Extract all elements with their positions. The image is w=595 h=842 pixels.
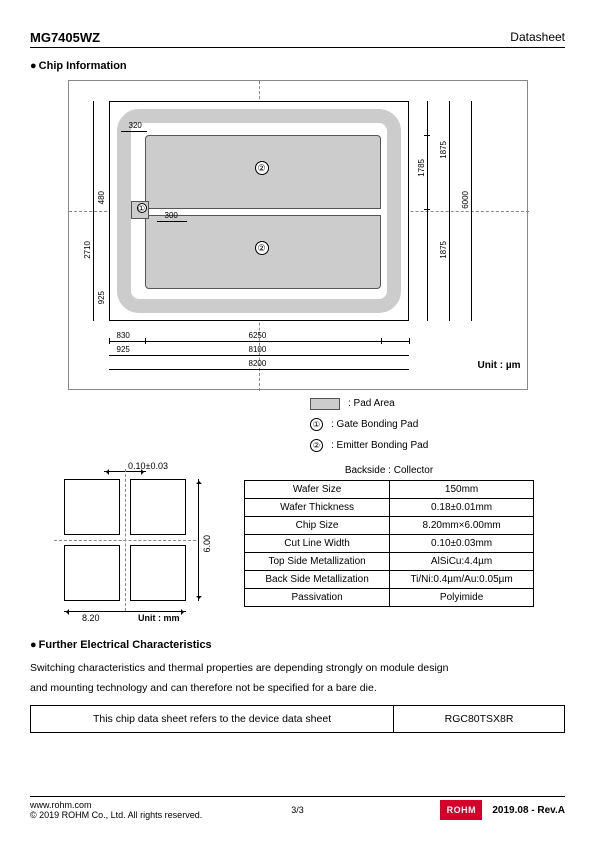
- table-row: Wafer Size150mm: [245, 481, 534, 499]
- dimline: [109, 341, 409, 342]
- legend: : Pad Area ① : Gate Bonding Pad ② : Emit…: [310, 394, 565, 455]
- spec-block: Backside : Collector Wafer Size150mmWafe…: [244, 465, 534, 607]
- table-cell: Top Side Metallization: [245, 553, 390, 571]
- dim-6000: 6000: [461, 191, 470, 209]
- unit-mm: Unit : mm: [138, 613, 180, 623]
- section-further: Further Electrical Characteristics: [30, 639, 565, 651]
- section-chip-info: Chip Information: [30, 60, 565, 72]
- die-sq: [130, 545, 186, 601]
- rohm-logo: ROHM: [440, 800, 482, 820]
- doc-type: Datasheet: [510, 30, 565, 45]
- ref-value: RGC80TSX8R: [394, 705, 565, 732]
- chip-drawing: ① ② ② 6250 830 8100 925 8200 320 300 178…: [68, 80, 528, 390]
- marker-2a: ②: [255, 161, 269, 175]
- dim-1875a: 1875: [439, 141, 448, 159]
- marker-1: ①: [137, 203, 147, 213]
- die-sq: [130, 479, 186, 535]
- circle-2-icon: ②: [310, 439, 323, 452]
- table-cell: Wafer Thickness: [245, 499, 390, 517]
- table-row: Back Side MetallizationTi/Ni:0.4µm/Au:0.…: [245, 571, 534, 589]
- dimline: [109, 369, 409, 370]
- table-cell: 0.10±0.03mm: [390, 535, 534, 553]
- table-cell: Chip Size: [245, 517, 390, 535]
- footer-left: www.rohm.com © 2019 ROHM Co., Ltd. All r…: [30, 800, 202, 820]
- table-cell: Ti/Ni:0.4µm/Au:0.05µm: [390, 571, 534, 589]
- dim-480: 480: [97, 191, 106, 204]
- die-sq: [64, 545, 120, 601]
- dim-1875b: 1875: [439, 241, 448, 259]
- dimline: [109, 355, 409, 356]
- pad-swatch: [310, 398, 340, 410]
- table-cell: Wafer Size: [245, 481, 390, 499]
- unit-um: Unit : µm: [478, 360, 521, 371]
- legend-emitter: ② : Emitter Bonding Pad: [310, 436, 565, 455]
- die-sq: [64, 479, 120, 535]
- table-row: Top Side MetallizationAlSiCu:4.4µm: [245, 553, 534, 571]
- legend-pad: : Pad Area: [310, 394, 565, 413]
- dim-830: 830: [117, 331, 130, 340]
- marker-2b: ②: [255, 241, 269, 255]
- table-cell: Polyimide: [390, 589, 534, 607]
- dim-1785: 1785: [417, 159, 426, 177]
- table-cell: Passivation: [245, 589, 390, 607]
- revision: 2019.08 - Rev.A: [492, 805, 565, 816]
- table-cell: 0.18±0.01mm: [390, 499, 534, 517]
- dim-2710: 2710: [83, 241, 92, 259]
- table-row: Cut Line Width0.10±0.03mm: [245, 535, 534, 553]
- further-line1: Switching characteristics and thermal pr…: [30, 659, 565, 679]
- lower-row: 0.10±0.03 6.00 8.20 Unit : mm Backside :…: [30, 465, 565, 625]
- table-row: PassivationPolyimide: [245, 589, 534, 607]
- table-row: Wafer Thickness0.18±0.01mm: [245, 499, 534, 517]
- table-cell: Back Side Metallization: [245, 571, 390, 589]
- table-row: Chip Size8.20mm×6.00mm: [245, 517, 534, 535]
- dim-w: 8.20: [82, 613, 100, 623]
- dim-925v: 925: [97, 291, 106, 304]
- footer-url: www.rohm.com: [30, 800, 202, 810]
- part-number: MG7405WZ: [30, 30, 100, 45]
- table-cell: 150mm: [390, 481, 534, 499]
- table-cell: Cut Line Width: [245, 535, 390, 553]
- table-cell: 8.20mm×6.00mm: [390, 517, 534, 535]
- page-header: MG7405WZ Datasheet: [30, 30, 565, 48]
- circle-1-icon: ①: [310, 418, 323, 431]
- dim-h: 6.00: [202, 535, 212, 553]
- footer-right: ROHM 2019.08 - Rev.A: [440, 800, 565, 820]
- page-footer: www.rohm.com © 2019 ROHM Co., Ltd. All r…: [30, 796, 565, 820]
- dim-8200: 8200: [249, 359, 267, 368]
- dim-8100: 8100: [249, 345, 267, 354]
- footer-copy: © 2019 ROHM Co., Ltd. All rights reserve…: [30, 810, 202, 820]
- table-cell: AlSiCu:4.4µm: [390, 553, 534, 571]
- further-line2: and mounting technology and can therefor…: [30, 679, 565, 699]
- ref-table: This chip data sheet refers to the devic…: [30, 705, 565, 733]
- spec-table: Wafer Size150mmWafer Thickness0.18±0.01m…: [244, 480, 534, 607]
- backside-label: Backside : Collector: [244, 465, 534, 476]
- dim-300: 300: [165, 211, 178, 220]
- further-section: Further Electrical Characteristics Switc…: [30, 639, 565, 733]
- page-number: 3/3: [291, 805, 304, 815]
- dim-cutw: 0.10±0.03: [128, 461, 168, 471]
- ref-label: This chip data sheet refers to the devic…: [31, 705, 394, 732]
- dim-925: 925: [117, 345, 130, 354]
- dim-6250: 6250: [249, 331, 267, 340]
- legend-gate: ① : Gate Bonding Pad: [310, 415, 565, 434]
- dim-320: 320: [129, 121, 142, 130]
- die-drawing: 0.10±0.03 6.00 8.20 Unit : mm: [34, 465, 224, 625]
